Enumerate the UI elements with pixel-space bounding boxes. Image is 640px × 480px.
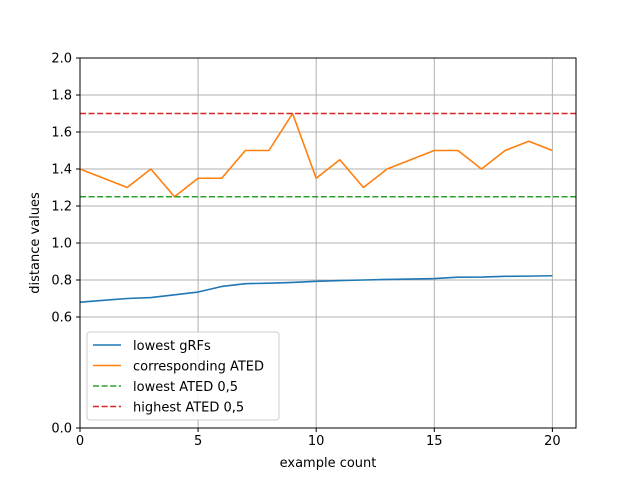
y-tick-label: 1.0 (51, 237, 72, 252)
x-axis: 0 5 10 15 20 (76, 428, 561, 449)
x-tick-label: 15 (426, 434, 443, 449)
x-axis-label: example count (280, 456, 377, 471)
legend-box (86, 331, 280, 421)
x-tick-label: 0 (76, 434, 84, 449)
series-line-corresponding-ated (79, 112, 553, 198)
y-tick-label: 0.0 (51, 422, 72, 437)
legend-entry: lowest gRFs (133, 339, 211, 354)
legend-entry: lowest ATED 0,5 (133, 380, 238, 395)
y-axis: 0.0 0.6 0.8 1.0 1.2 1.4 1.6 1.8 2.0 (51, 52, 80, 437)
x-tick-label: 20 (544, 434, 561, 449)
x-tick-label: 5 (194, 434, 202, 449)
series-group (79, 112, 576, 303)
y-tick-label: 0.8 (51, 274, 72, 289)
legend: lowest gRFs corresponding ATED lowest ATED… (86, 331, 280, 421)
y-tick-label: 1.6 (51, 126, 72, 141)
y-tick-label: 1.2 (51, 200, 72, 215)
y-tick-label: 1.8 (51, 89, 72, 104)
legend-entry: highest ATED 0,5 (133, 401, 244, 416)
series-line-lowest-grfs (79, 274, 553, 303)
y-tick-label: 0.6 (51, 311, 72, 326)
y-tick-label: 1.4 (51, 163, 72, 178)
y-tick-label: 2.0 (51, 52, 72, 67)
y-axis-label: distance values (28, 192, 43, 294)
legend-entry: corresponding ATED (133, 360, 264, 375)
x-tick-label: 10 (308, 434, 325, 449)
